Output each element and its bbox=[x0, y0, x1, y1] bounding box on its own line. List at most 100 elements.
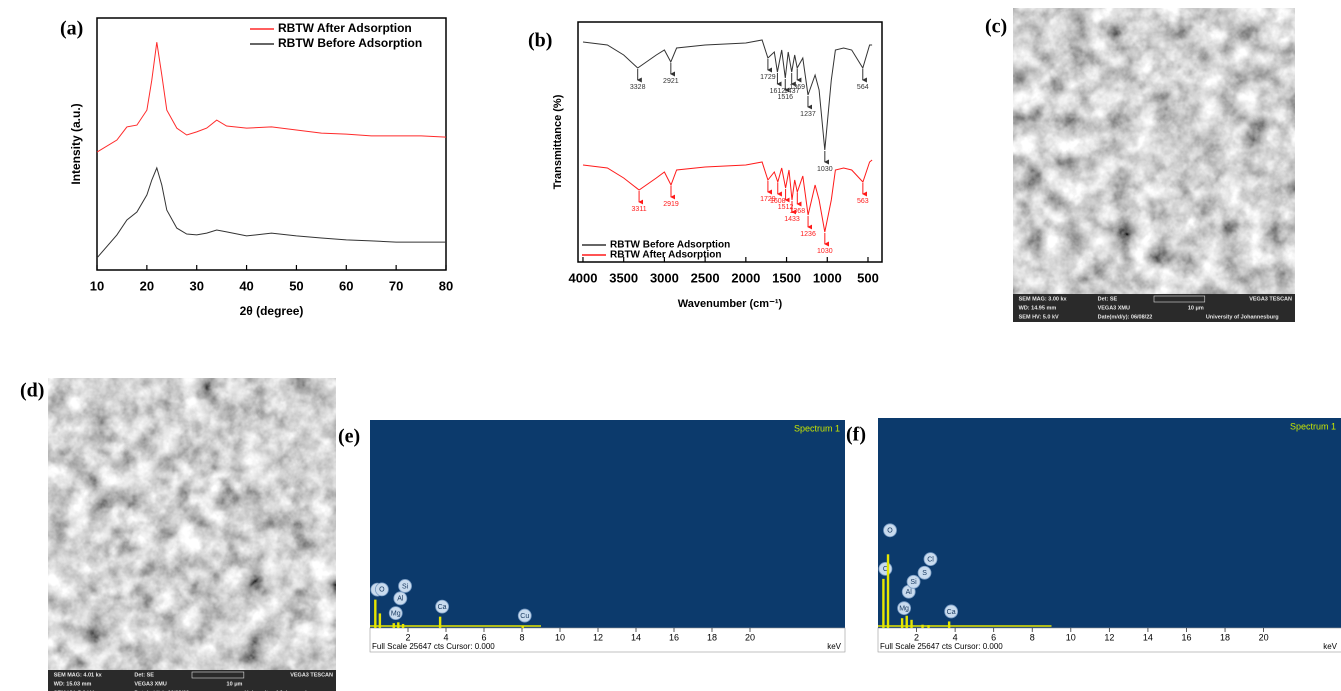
legend-label: RBTW After Adsorption bbox=[278, 21, 412, 35]
peak-label: 1236 bbox=[800, 231, 816, 238]
spectrum-peak bbox=[397, 622, 400, 628]
spectrum-peak bbox=[886, 554, 890, 628]
x-tick-label: 40 bbox=[239, 278, 253, 293]
x-tick-label: 50 bbox=[289, 278, 303, 293]
sem-info-text: VEGA3 TESCAN bbox=[290, 672, 333, 678]
sem-info-bar bbox=[48, 670, 336, 691]
panel-label: (f) bbox=[846, 424, 866, 446]
axis-strip bbox=[369, 627, 846, 653]
spectrum-peak bbox=[900, 618, 904, 628]
x-tick-label: 3500 bbox=[609, 270, 638, 285]
element-label: Cu bbox=[520, 613, 529, 620]
data-line bbox=[582, 159, 873, 233]
legend-label: RBTW Before Adsorption bbox=[278, 36, 422, 50]
x-tick-label: 4000 bbox=[569, 270, 598, 285]
peak-label: 1369 bbox=[789, 84, 805, 91]
element-marker bbox=[883, 523, 897, 538]
sem-image bbox=[48, 378, 336, 691]
element-marker bbox=[374, 582, 389, 597]
sem-info-text: 10 μm bbox=[1188, 305, 1204, 311]
data-line bbox=[582, 39, 873, 151]
element-marker bbox=[435, 599, 450, 614]
x-tick-label: 500 bbox=[857, 270, 879, 285]
panel-label: (a) bbox=[60, 18, 83, 40]
footer: Full Scale 25647 cts Cursor: 0.000 bbox=[880, 642, 1003, 651]
element-label: O bbox=[887, 528, 893, 535]
peak-label: 1729 bbox=[760, 74, 776, 81]
x-unit: keV bbox=[1323, 642, 1337, 651]
peak-label: 3328 bbox=[630, 84, 646, 91]
sem-info-text: 10 μm bbox=[227, 681, 243, 687]
element-marker bbox=[897, 601, 911, 616]
sem-image bbox=[1013, 8, 1295, 322]
element-label: Cl bbox=[927, 556, 934, 563]
x-axis-label: Wavenumber (cm⁻¹) bbox=[678, 298, 783, 310]
element-marker bbox=[944, 604, 959, 619]
scale-bar bbox=[191, 671, 245, 679]
x-tick-label: 2000 bbox=[731, 270, 760, 285]
element-label: S bbox=[922, 570, 927, 577]
peak-label: 1030 bbox=[817, 166, 833, 173]
y-axis-label: Transmittance (%) bbox=[552, 94, 564, 189]
spectrum-peak bbox=[927, 625, 930, 628]
element-marker bbox=[906, 574, 921, 589]
element-marker bbox=[398, 579, 412, 593]
x-tick-label: 18 bbox=[707, 632, 717, 642]
element-label: Ca bbox=[947, 609, 956, 616]
sem-info-text: VEGA3 XMU bbox=[1098, 305, 1130, 311]
x-tick-label: 20 bbox=[745, 632, 755, 642]
peak-label: 1612 bbox=[770, 88, 786, 95]
element-marker bbox=[923, 552, 938, 567]
x-tick-label: 6 bbox=[481, 632, 486, 642]
peak-label: 1237 bbox=[800, 111, 816, 118]
x-tick-label: 2500 bbox=[691, 270, 720, 285]
sem-info-text: VEGA3 XMU bbox=[134, 681, 166, 687]
element-label: Al bbox=[397, 596, 404, 603]
element-label: C bbox=[883, 566, 888, 573]
sem-info-text: SEM MAG: 3.00 kx bbox=[1019, 296, 1068, 302]
x-tick-label: 12 bbox=[1104, 632, 1114, 642]
spectrum-peak bbox=[374, 599, 377, 628]
x-tick-label: 3000 bbox=[650, 270, 679, 285]
element-label: O bbox=[379, 587, 385, 594]
peak-label: 2919 bbox=[663, 201, 679, 208]
x-tick-label: 1000 bbox=[813, 270, 842, 285]
x-tick-label: 8 bbox=[519, 632, 524, 642]
plot-frame bbox=[96, 17, 447, 271]
element-label: Mg bbox=[899, 606, 909, 613]
peak-label: 1729 bbox=[760, 196, 776, 203]
spectrum-peak bbox=[882, 578, 885, 628]
element-label: Al bbox=[906, 589, 913, 596]
peak-label: 1030 bbox=[817, 248, 833, 255]
peak-label: 1437 bbox=[784, 88, 800, 95]
sem-info-text: University of Johannesburg bbox=[1206, 314, 1279, 320]
x-tick-label: 80 bbox=[439, 278, 453, 293]
element-marker bbox=[388, 606, 403, 621]
x-unit: keV bbox=[827, 642, 841, 651]
x-tick-label: 70 bbox=[389, 278, 403, 293]
x-tick-label: 1500 bbox=[772, 270, 801, 285]
element-marker bbox=[393, 591, 408, 606]
panel-label: (b) bbox=[528, 30, 552, 52]
scale-bar bbox=[1153, 295, 1206, 303]
element-label: Ca bbox=[438, 604, 447, 611]
x-tick-label: 2 bbox=[405, 632, 410, 642]
panel-label: (e) bbox=[338, 426, 360, 448]
y-axis-label: Intensity (a.u.) bbox=[69, 103, 83, 184]
x-tick-label: 2 bbox=[914, 632, 919, 642]
x-tick-label: 14 bbox=[631, 632, 641, 642]
x-tick-label: 16 bbox=[1181, 632, 1191, 642]
x-tick-label: 12 bbox=[593, 632, 603, 642]
peak-label: 2921 bbox=[663, 78, 679, 85]
sem-info-text: VEGA3 TESCAN bbox=[1249, 296, 1292, 302]
peak-label: 1516 bbox=[777, 94, 793, 101]
x-tick-label: 30 bbox=[189, 278, 203, 293]
peak-label: 1368 bbox=[790, 208, 806, 215]
element-marker bbox=[917, 565, 932, 580]
peak-label: 563 bbox=[857, 198, 869, 205]
legend-label: RBTW Before Adsorption bbox=[610, 240, 730, 251]
x-tick-label: 4 bbox=[953, 632, 958, 642]
spectrum-peak bbox=[521, 625, 524, 628]
x-tick-label: 10 bbox=[1066, 632, 1076, 642]
